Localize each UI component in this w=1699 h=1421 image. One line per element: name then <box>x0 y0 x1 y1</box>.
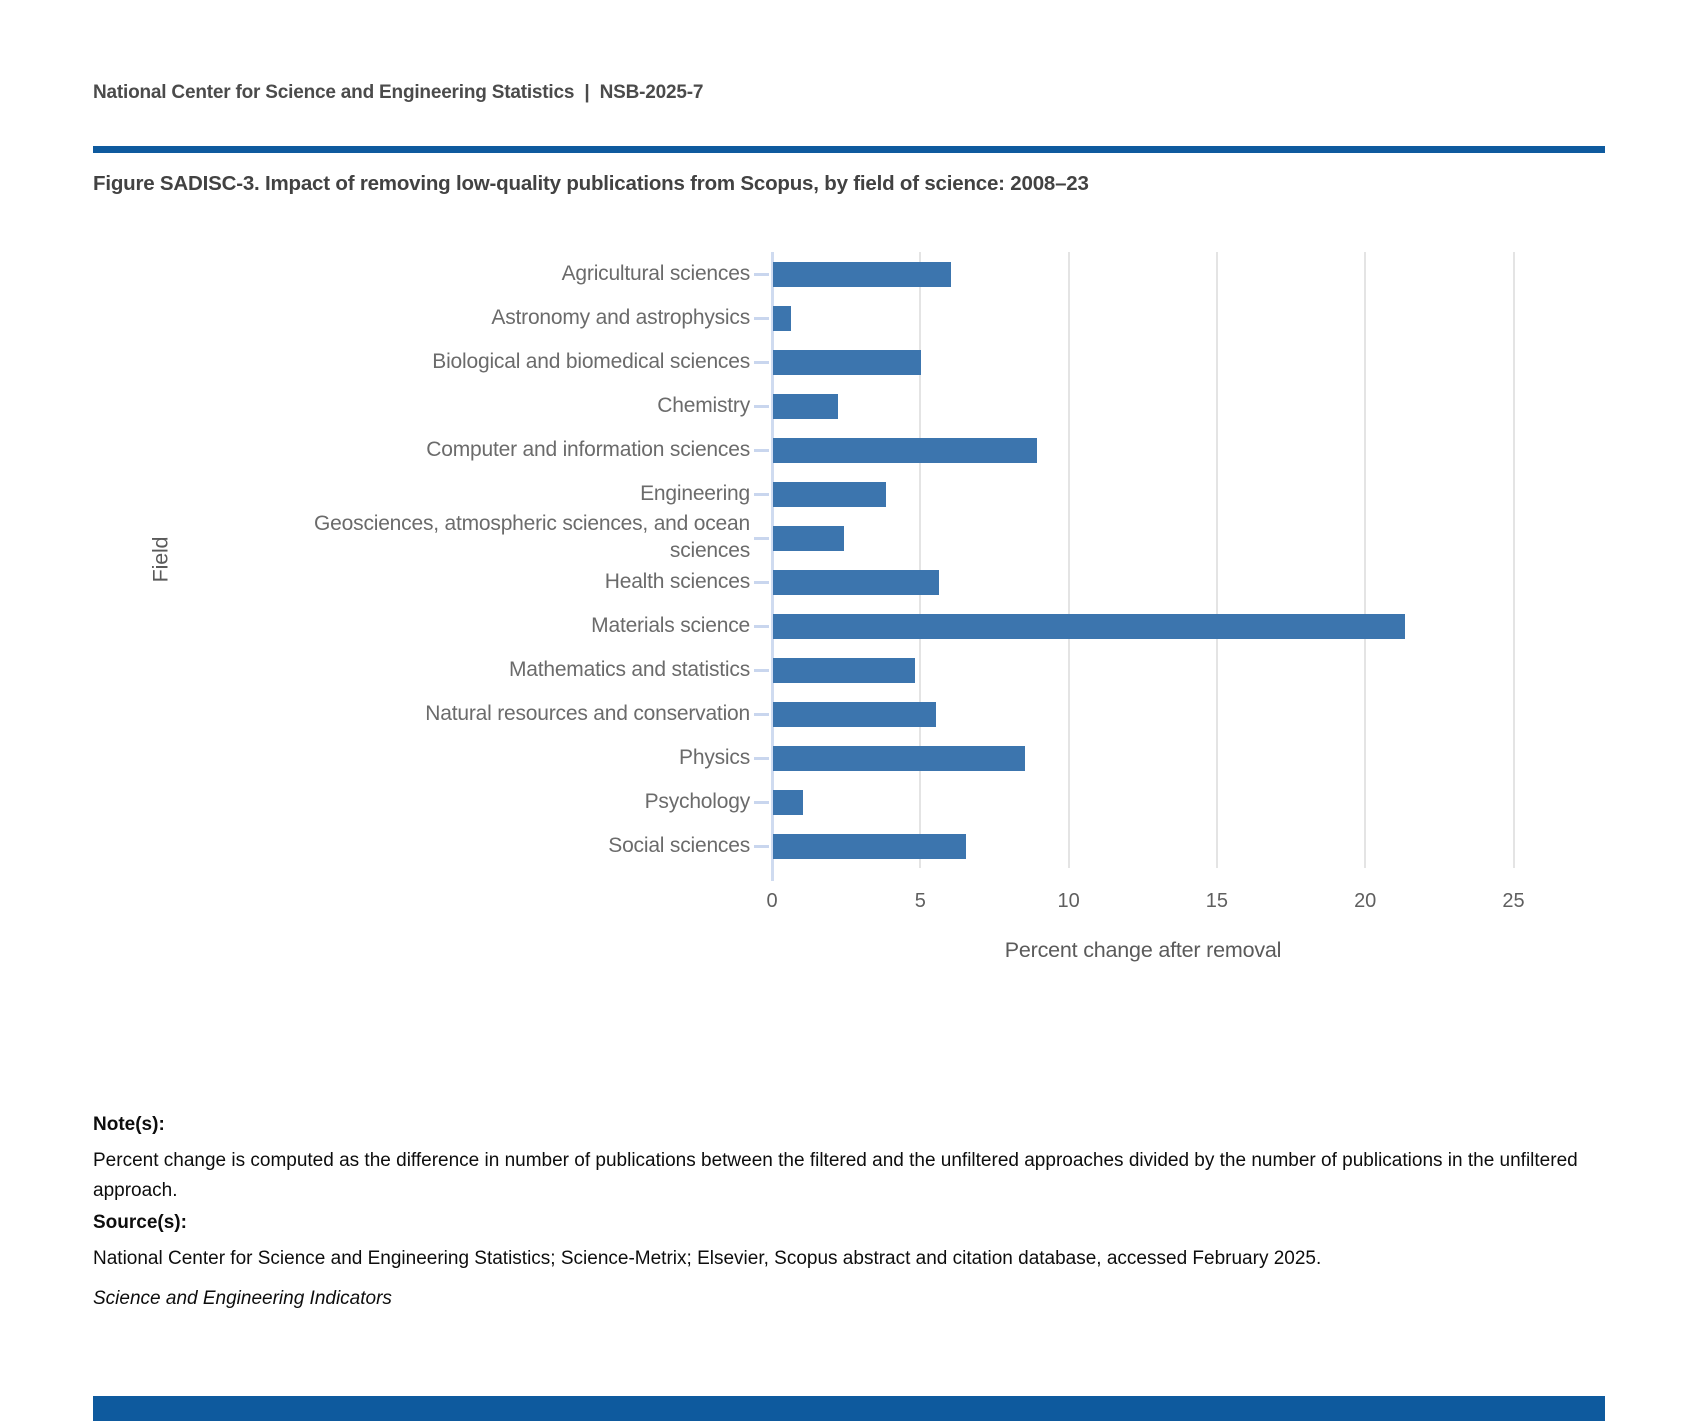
notes-heading: Note(s): <box>93 1114 165 1135</box>
category-label: Materials science <box>591 613 750 637</box>
y-tick-mark <box>754 844 769 848</box>
bar <box>773 305 791 331</box>
bar <box>773 613 1405 639</box>
category-label: Geosciences, atmospheric sciences, and o… <box>314 512 750 562</box>
publication-name: Science and Engineering Indicators <box>93 1288 392 1309</box>
top-rule <box>93 146 1605 153</box>
x-tick-label: 5 <box>914 890 926 912</box>
category-label: Health sciences <box>604 569 750 593</box>
bar <box>773 481 886 507</box>
y-tick-mark <box>754 492 769 496</box>
y-tick-mark <box>754 272 769 276</box>
bar <box>773 349 922 375</box>
category-label: Biological and biomedical sciences <box>432 349 750 373</box>
x-tick-label: 0 <box>766 890 778 912</box>
y-axis-line <box>770 252 774 881</box>
sources-body: National Center for Science and Engineer… <box>93 1248 1322 1269</box>
y-tick-mark <box>754 800 769 804</box>
category-label: Natural resources and conservation <box>425 701 750 725</box>
category-label: Psychology <box>644 789 751 813</box>
figure-title: Figure SADISC-3. Impact of removing low-… <box>93 172 1089 195</box>
y-tick-mark <box>754 580 769 584</box>
y-tick-mark <box>754 668 769 672</box>
notes-body: Percent change is computed as the differ… <box>93 1150 1578 1201</box>
category-label: Computer and information sciences <box>426 437 750 461</box>
x-tick-label: 15 <box>1205 890 1229 912</box>
gridline <box>1067 252 1070 868</box>
bottom-rule <box>93 1396 1605 1421</box>
y-tick-mark <box>754 624 769 628</box>
sources-heading: Source(s): <box>93 1212 187 1233</box>
x-tick-label: 10 <box>1057 890 1080 912</box>
y-tick-mark <box>754 756 769 760</box>
bar <box>773 393 839 419</box>
gridline <box>919 252 922 868</box>
category-label: Mathematics and statistics <box>508 657 750 681</box>
gridline <box>1215 252 1218 868</box>
category-label: Agricultural sciences <box>561 261 751 285</box>
category-label: Chemistry <box>657 393 750 417</box>
gridline <box>1364 252 1367 868</box>
category-label: Astronomy and astrophysics <box>491 305 750 329</box>
y-tick-mark <box>754 448 769 452</box>
y-axis-title: Field <box>148 536 173 583</box>
x-axis-title: Percent change after removal <box>1004 938 1282 962</box>
category-label: Physics <box>679 745 750 769</box>
publication-header: National Center for Science and Engineer… <box>93 82 704 103</box>
bar <box>773 437 1037 463</box>
bar <box>773 261 951 287</box>
bar <box>773 701 937 727</box>
gridline <box>1512 252 1515 868</box>
bar <box>773 525 845 551</box>
x-tick-label: 20 <box>1354 890 1377 912</box>
x-tick-label: 25 <box>1502 890 1525 912</box>
bar <box>773 789 803 815</box>
bar <box>773 745 1026 771</box>
bar <box>773 657 916 683</box>
y-tick-mark <box>754 712 769 716</box>
category-label: Engineering <box>640 481 750 505</box>
y-tick-mark <box>754 360 769 364</box>
category-label: Social sciences <box>608 833 750 857</box>
y-tick-mark <box>754 404 769 408</box>
y-tick-mark <box>754 536 769 540</box>
y-tick-mark <box>754 316 769 320</box>
bar <box>773 569 940 595</box>
bar <box>773 833 966 859</box>
